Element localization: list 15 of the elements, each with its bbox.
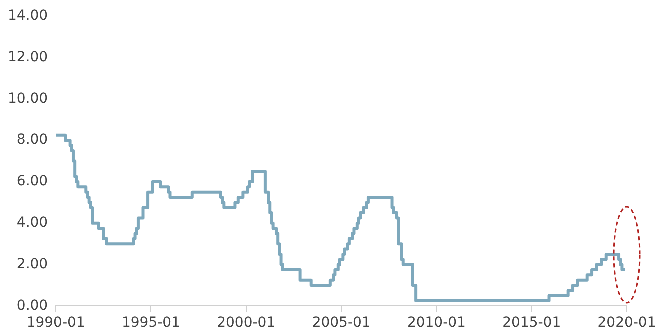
x-tick-label: 1995-01 — [122, 315, 180, 332]
x-tick-label: 1990-01 — [26, 315, 86, 332]
y-tick-label: 6.00 — [16, 174, 48, 190]
y-tick-label: 2.00 — [16, 256, 48, 272]
x-tick-label: 2010-01 — [407, 315, 466, 332]
y-tick-label: 10.00 — [8, 90, 48, 107]
x-tick-label: 2020-01 — [598, 315, 656, 332]
y-tick-label: 14.00 — [8, 8, 48, 24]
x-tick-label: 2005-01 — [312, 315, 371, 332]
y-tick-label: 8.00 — [16, 132, 48, 148]
y-tick-label: 12.00 — [8, 49, 48, 66]
y-tick-label: 4.00 — [16, 215, 48, 232]
y-tick-label: 0.00 — [16, 298, 48, 314]
x-tick-label: 2000-01 — [217, 315, 276, 332]
x-tick-label: 2015-01 — [502, 315, 562, 332]
